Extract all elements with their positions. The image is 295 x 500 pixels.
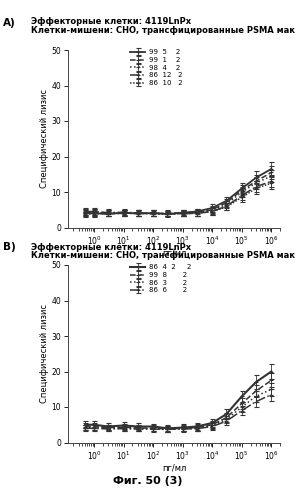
Text: A): A) (3, 18, 16, 28)
Text: B): B) (3, 242, 16, 252)
Legend: 99  5    2, 99  1    2, 98  4    2, 86  12   2, 86  10   2: 99 5 2, 99 1 2, 98 4 2, 86 12 2, 86 10 2 (127, 46, 185, 89)
Y-axis label: Специфический лизис: Специфический лизис (40, 89, 49, 188)
X-axis label: пг/мл: пг/мл (162, 464, 186, 473)
Y-axis label: Специфический лизис: Специфический лизис (40, 304, 49, 403)
Text: Фиг. 50 (3): Фиг. 50 (3) (113, 476, 182, 486)
Text: Клетки-мишени: CHO, трансфицированные PSMA макака: Клетки-мишени: CHO, трансфицированные PS… (31, 251, 295, 260)
Text: Эффекторные клетки: 4119LnPx: Эффекторные клетки: 4119LnPx (31, 242, 191, 252)
Text: Эффекторные клетки: 4119LnPx: Эффекторные клетки: 4119LnPx (31, 18, 191, 26)
X-axis label: пг/мл: пг/мл (162, 249, 186, 258)
Legend: 86  4  2     2, 99  8       2, 86  3       2, 86  6       2: 86 4 2 2, 99 8 2, 86 3 2, 86 6 2 (127, 262, 194, 296)
Text: Клетки-мишени: CHO, трансфицированные PSMA макака: Клетки-мишени: CHO, трансфицированные PS… (31, 26, 295, 35)
